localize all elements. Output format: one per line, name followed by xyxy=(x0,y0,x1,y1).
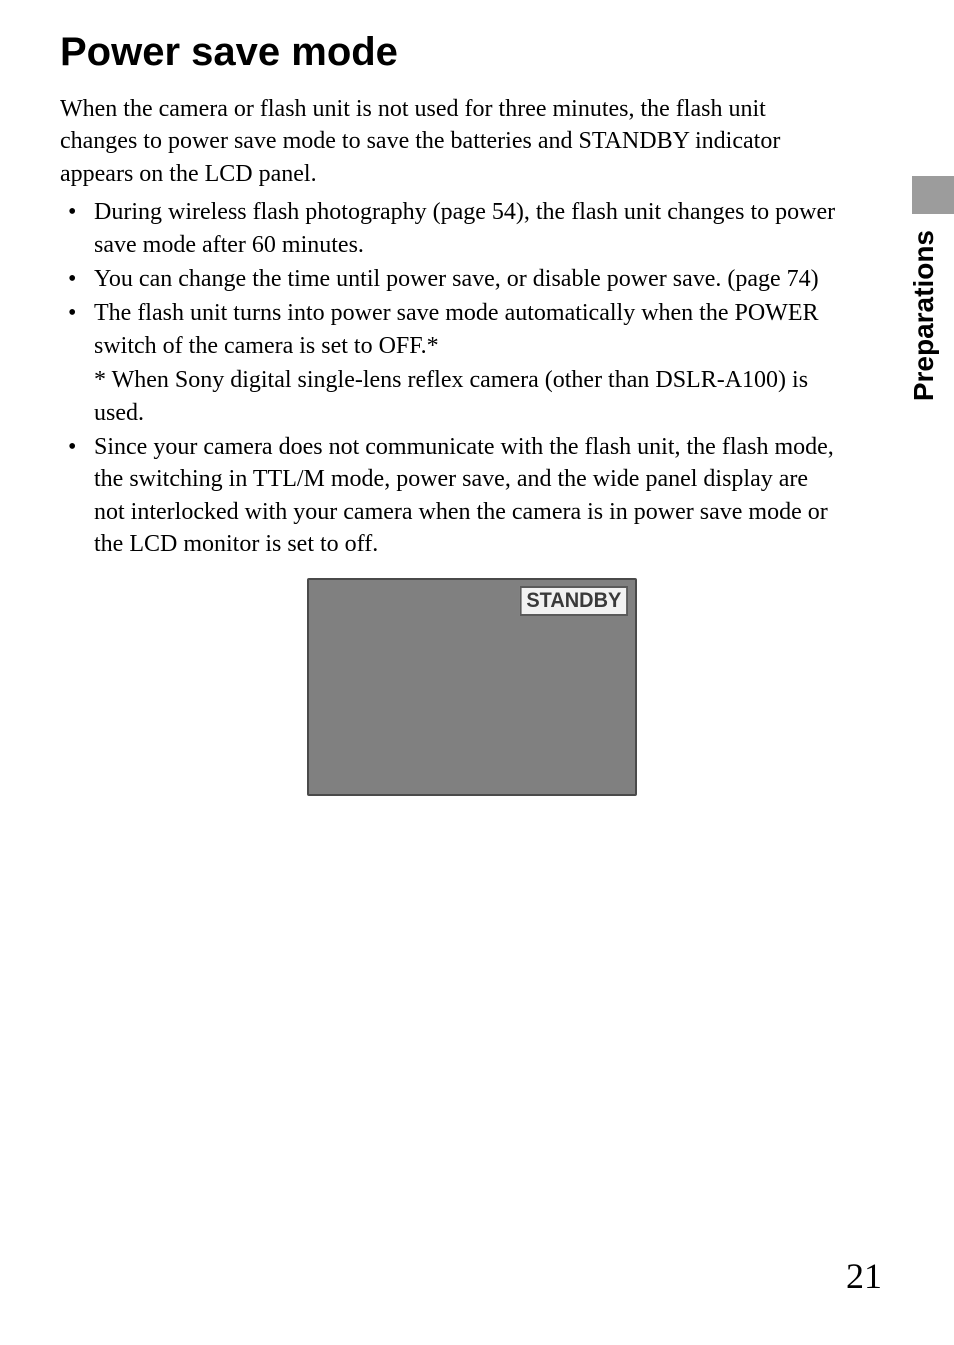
section-side-label: Preparations xyxy=(908,230,940,401)
list-item: You can change the time until power save… xyxy=(60,263,840,295)
list-item: Since your camera does not communicate w… xyxy=(60,431,840,561)
intro-paragraph: When the camera or flash unit is not use… xyxy=(60,93,840,190)
footnote: * When Sony digital single-lens reflex c… xyxy=(60,364,840,429)
bullet-list: During wireless flash photography (page … xyxy=(60,196,840,560)
page-heading: Power save mode xyxy=(60,30,884,75)
standby-indicator: STANDBY xyxy=(520,586,628,616)
page-number: 21 xyxy=(846,1255,882,1297)
lcd-panel: STANDBY xyxy=(307,578,637,796)
side-tab xyxy=(912,176,954,214)
list-item: During wireless flash photography (page … xyxy=(60,196,840,261)
list-item: The flash unit turns into power save mod… xyxy=(60,297,840,362)
